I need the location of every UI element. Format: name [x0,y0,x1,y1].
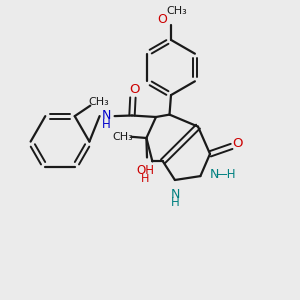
Text: H: H [141,173,150,184]
Text: O: O [157,13,167,26]
Text: CH₃: CH₃ [167,5,188,16]
Text: O: O [129,83,140,96]
Text: CH₃: CH₃ [112,131,133,142]
Text: CH₃: CH₃ [88,97,109,107]
Text: N: N [102,109,111,122]
Text: N: N [210,168,220,181]
Text: H: H [102,118,111,131]
Text: H: H [171,196,180,209]
Text: O: O [232,137,243,150]
Text: OH: OH [136,164,154,177]
Text: N: N [171,188,180,201]
Text: —H: —H [215,168,236,181]
